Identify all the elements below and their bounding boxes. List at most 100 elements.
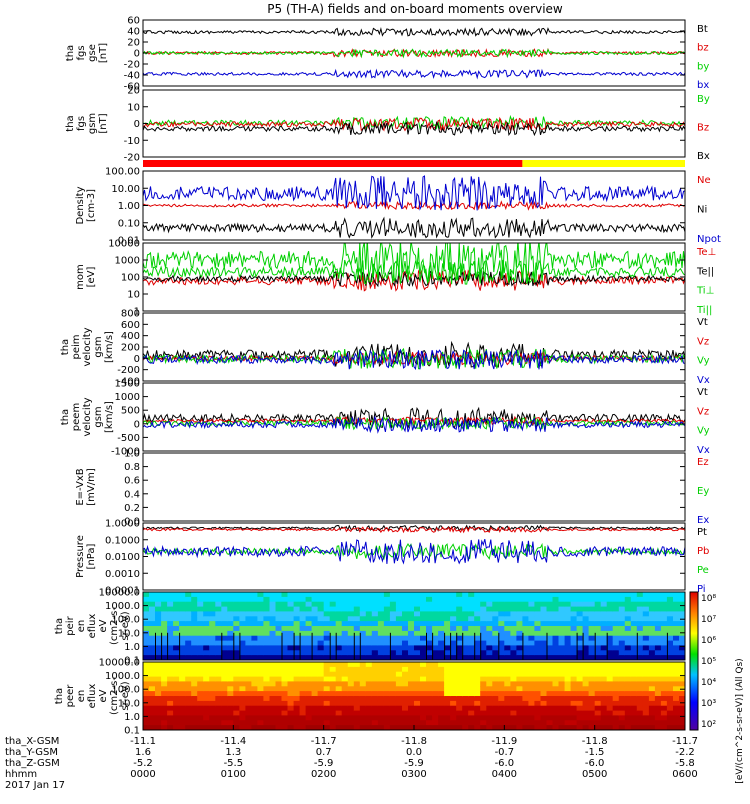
spectrogram-gap xyxy=(299,632,301,660)
spectrogram-cell xyxy=(335,720,343,726)
spectrogram-cell xyxy=(155,626,162,632)
spectrogram-cell xyxy=(239,616,246,622)
spectrogram-cell xyxy=(588,676,596,683)
spectrogram-cell xyxy=(299,681,307,687)
spectrogram-cell xyxy=(450,676,457,683)
spectrogram-cell xyxy=(654,715,662,721)
spectrogram-cell xyxy=(179,601,186,608)
spectrogram-cell xyxy=(203,666,210,673)
spectrogram-cell xyxy=(498,611,505,617)
spectrogram-cell xyxy=(673,645,680,651)
spectrogram-cell xyxy=(383,710,391,717)
spectrogram-cell xyxy=(576,691,584,697)
series-line-Bx xyxy=(143,121,685,137)
spectrogram-cell xyxy=(480,616,487,622)
spectrogram-cell xyxy=(432,606,439,613)
spectrogram-cell xyxy=(600,696,608,702)
spectrogram-cell xyxy=(552,626,560,632)
spectrogram-cell xyxy=(606,626,614,632)
spectrogram-cell xyxy=(504,705,511,712)
spectrogram-cell xyxy=(389,691,397,697)
spectrogram-cell xyxy=(558,725,566,730)
spectrogram-cell xyxy=(408,592,415,598)
spectrogram-cell xyxy=(432,650,439,656)
spectrogram-cell xyxy=(492,676,499,683)
spectrogram-gap xyxy=(335,632,337,660)
spectrogram-cell xyxy=(498,655,505,660)
spectrogram-cell xyxy=(594,700,602,707)
y-tick-label: 10000 xyxy=(108,239,140,250)
spectrogram-cell xyxy=(185,611,192,617)
spectrogram-cell xyxy=(408,655,415,660)
spectrogram-cell xyxy=(251,645,258,651)
spectrogram-cell xyxy=(203,696,210,702)
spectrogram-cell xyxy=(149,676,156,683)
spectrogram-cell xyxy=(600,621,608,627)
spectrogram-cell xyxy=(522,696,529,702)
spectrogram-gap xyxy=(221,632,223,660)
spectrogram-cell xyxy=(335,681,343,687)
spectrogram-cell xyxy=(534,720,541,726)
spectrogram-cell xyxy=(679,691,685,697)
spectrogram-cell xyxy=(317,621,325,627)
spectrogram-cell xyxy=(606,616,614,622)
y-axis-label: Pressure xyxy=(75,535,86,578)
spectrogram-cell xyxy=(365,666,373,673)
spectrogram-cell xyxy=(203,715,210,721)
spectrogram-cell xyxy=(227,626,234,632)
spectrogram-cell xyxy=(546,696,554,702)
spectrogram-cell xyxy=(612,630,620,637)
spectrogram-cell xyxy=(450,681,457,687)
spectrogram-cell xyxy=(185,640,192,647)
spectrogram-cell xyxy=(383,720,391,726)
spectrogram-cell xyxy=(612,725,620,730)
spectrogram-cell xyxy=(648,700,656,707)
spectrogram-cell xyxy=(395,606,403,613)
spectrogram-cell xyxy=(618,621,626,627)
spectrogram-cell xyxy=(353,630,361,637)
spectrogram-cell xyxy=(305,626,313,632)
spectrogram-cell xyxy=(347,662,355,668)
spectrogram-cell xyxy=(365,720,373,726)
spectrogram-cell xyxy=(486,606,493,613)
spectrogram-cell xyxy=(227,671,234,678)
spectrogram-cell xyxy=(317,700,325,707)
spectrogram-cell xyxy=(203,676,210,683)
spectrogram-cell xyxy=(480,640,487,647)
spectrogram-cell xyxy=(209,640,216,647)
y-tick-label: 20 xyxy=(127,86,140,97)
spectrogram-cell xyxy=(191,705,198,712)
spectrogram-cell xyxy=(197,696,204,702)
spectrogram-cell xyxy=(540,715,548,721)
legend-label: Ni xyxy=(697,205,707,216)
spectrogram-cell xyxy=(317,671,325,678)
spectrogram-cell xyxy=(648,705,656,712)
spectrogram-cell xyxy=(191,606,198,613)
spectrogram-cell xyxy=(606,662,614,668)
spectrogram-gap xyxy=(161,632,163,660)
spectrogram-cell xyxy=(371,621,379,627)
spectrogram-cell xyxy=(197,700,204,707)
spectrogram-cell xyxy=(552,640,560,647)
spectrogram-cell xyxy=(257,725,264,730)
spectrogram-gap xyxy=(606,632,608,660)
spectrogram-cell xyxy=(474,606,481,613)
spectrogram-cell xyxy=(383,616,391,622)
spectrogram-cell xyxy=(582,601,590,608)
ephemeris-value: -5.9 xyxy=(404,758,424,769)
y-tick-label: 0.8 xyxy=(124,462,140,473)
spectrogram-cell xyxy=(426,601,433,608)
spectrogram-cell xyxy=(522,626,529,632)
spectrogram-cell xyxy=(636,720,644,726)
spectrogram-cell xyxy=(576,696,584,702)
spectrogram-cell xyxy=(666,606,674,613)
spectrogram-cell xyxy=(540,666,548,673)
spectrogram-gap xyxy=(239,632,241,660)
spectrogram-cell xyxy=(522,725,529,730)
spectrogram-cell xyxy=(600,616,608,622)
colorbar-tick-label: 10³ xyxy=(701,699,716,709)
spectrogram-cell xyxy=(402,630,409,637)
y-tick-label: 0 xyxy=(134,354,140,365)
spectrogram-cell xyxy=(450,662,457,668)
